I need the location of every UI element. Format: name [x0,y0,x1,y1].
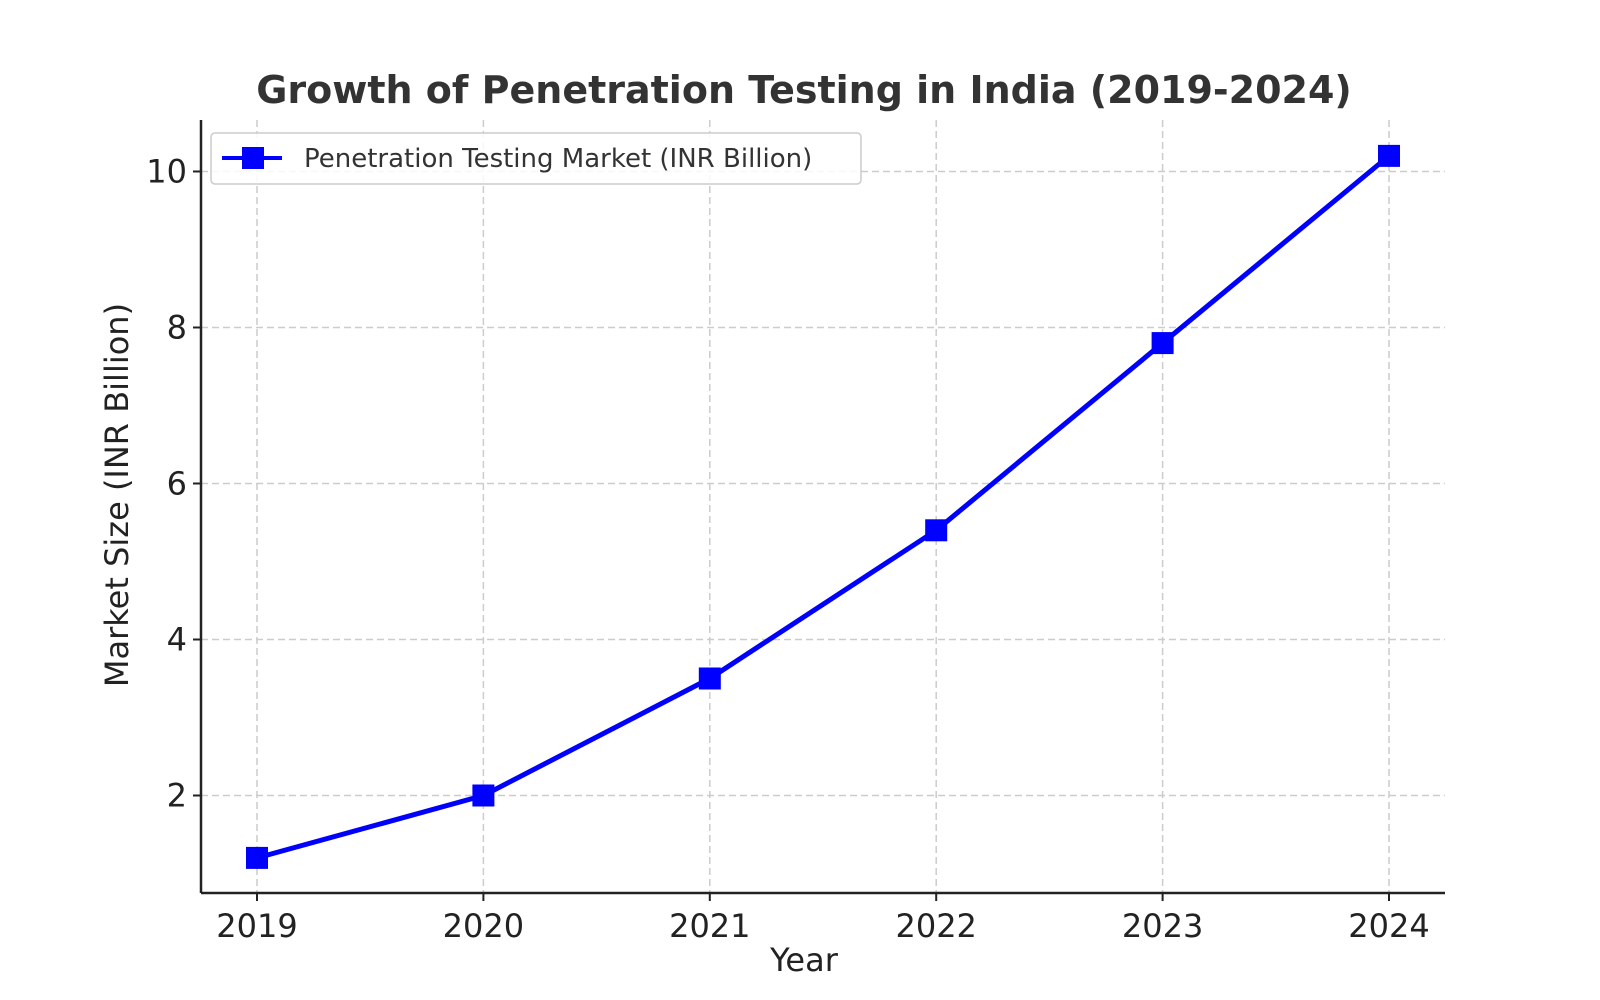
data-point-2019 [246,846,268,869]
series-line-0 [254,153,1392,861]
data-point-2020 [472,784,495,807]
y-tick-label-10: 10 [146,152,187,190]
x-tick-label-2024: 2024 [1348,907,1429,945]
legend-label: Penetration Testing Market (INR Billion) [304,144,812,174]
legend-marker-swatch [242,147,264,169]
data-point-2024 [1378,144,1400,167]
x-tick-label-2021: 2021 [669,907,750,945]
y-tick-label-2: 2 [167,776,187,814]
data-point-2022 [925,519,948,542]
x-axis-label: Year [769,941,839,979]
grid [201,120,1445,893]
y-tick-label-4: 4 [167,620,187,658]
data-point-2021 [698,667,721,690]
x-tick-label-2023: 2023 [1122,907,1203,945]
x-tick-label-2019: 2019 [216,907,297,945]
x-tick-label-2022: 2022 [895,907,976,945]
data-series [246,144,1400,869]
data-point-2023 [1151,332,1174,355]
x-axis-ticks: 2019 2020 2021 2022 2023 2024 [216,893,1430,945]
axes [199,120,1445,895]
x-tick-label-2020: 2020 [443,907,524,945]
y-tick-label-6: 6 [167,464,187,502]
legend-box [210,132,862,185]
legend: Penetration Testing Market (INR Billion) [210,132,862,185]
chart-title: Growth of Penetration Testing in India (… [256,68,1352,112]
y-tick-label-8: 8 [167,308,187,346]
y-axis-label: Market Size (INR Billion) [98,303,136,687]
y-axis-ticks: 2 4 6 8 10 [146,152,201,814]
